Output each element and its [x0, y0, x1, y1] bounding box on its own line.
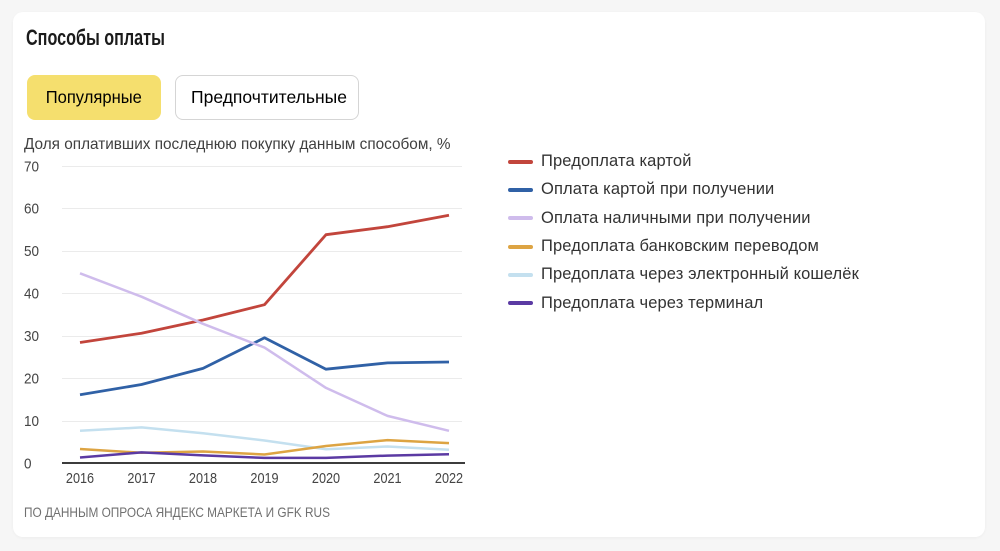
svg-text:2020: 2020 — [312, 469, 340, 486]
svg-text:50: 50 — [24, 243, 39, 260]
svg-text:2018: 2018 — [189, 469, 217, 486]
svg-text:60: 60 — [24, 201, 39, 218]
svg-text:70: 70 — [24, 159, 39, 176]
svg-text:0: 0 — [24, 456, 32, 473]
svg-text:2022: 2022 — [435, 469, 463, 486]
svg-text:2017: 2017 — [127, 469, 155, 486]
svg-text:30: 30 — [24, 328, 39, 345]
svg-text:20: 20 — [24, 371, 39, 388]
svg-text:40: 40 — [24, 286, 39, 303]
svg-text:2019: 2019 — [250, 469, 278, 486]
svg-text:10: 10 — [24, 413, 39, 430]
svg-text:2021: 2021 — [373, 469, 401, 486]
svg-text:2016: 2016 — [66, 469, 94, 486]
